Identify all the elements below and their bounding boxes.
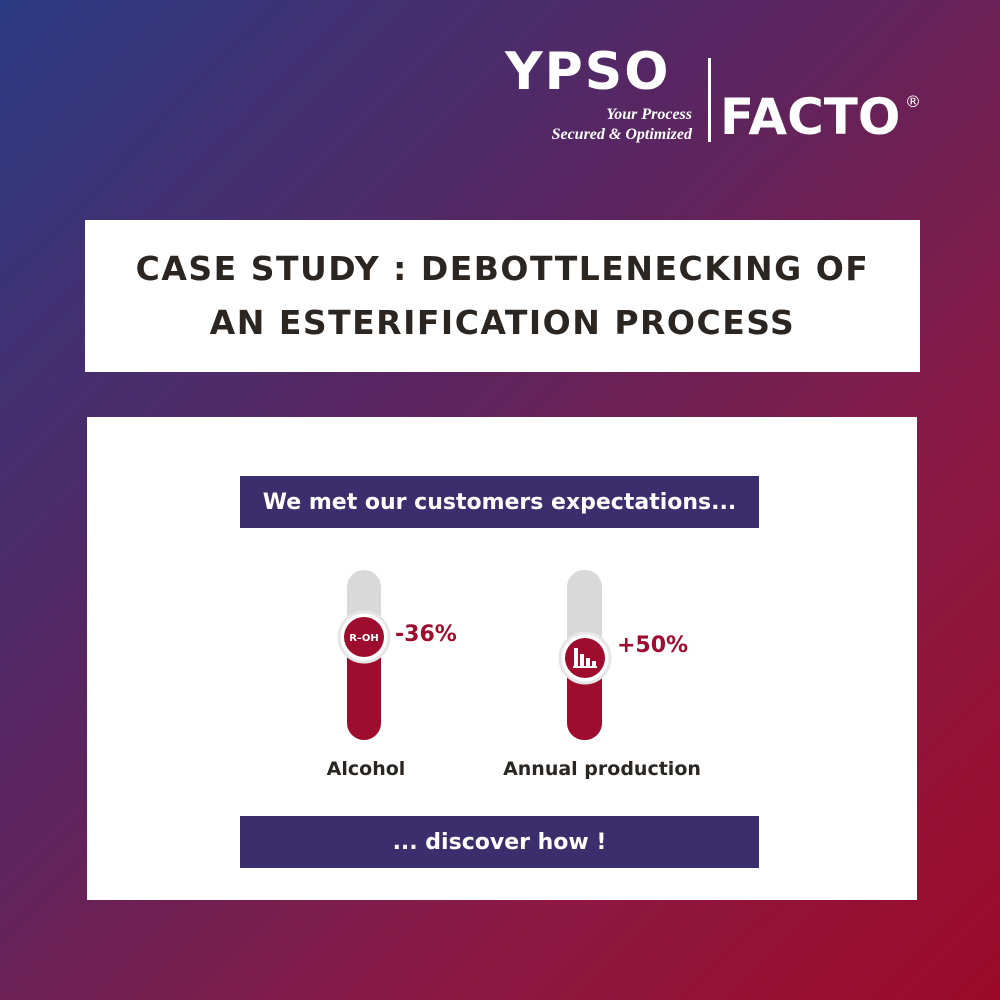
registered-mark: ® (905, 92, 921, 111)
gauge (558, 570, 612, 740)
gauge-icon-text: R–OH (349, 633, 379, 644)
banner: We met our customers expectations... (240, 476, 759, 528)
change-value: -36% (395, 622, 457, 647)
title-box: CASE STUDY : DEBOTTLENECKING OF AN ESTER… (85, 220, 920, 372)
tagline: Secured & Optimized (551, 126, 692, 143)
gauge-label: Annual production (503, 758, 701, 780)
gauge: R–OH (337, 570, 391, 740)
gauge-label: Alcohol (326, 758, 406, 780)
logo-separator (708, 58, 711, 142)
gauge-icon-bg (565, 638, 605, 678)
tagline: Your Process (606, 106, 692, 123)
change-value: +50% (617, 633, 689, 658)
gauge-icon-bg (344, 617, 384, 657)
bar-icon (573, 648, 597, 668)
cta-banner[interactable]: ... discover how ! (240, 816, 759, 868)
title: CASE STUDY : DEBOTTLENECKING OF AN ESTER… (135, 249, 870, 342)
logo-facto: FACTO (720, 88, 901, 146)
logo-ypso: YPSO (505, 42, 671, 102)
